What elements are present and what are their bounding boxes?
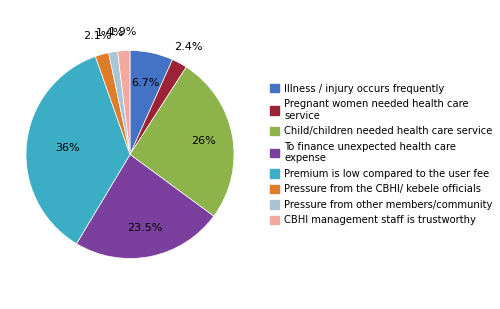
Wedge shape bbox=[96, 53, 130, 154]
Wedge shape bbox=[130, 67, 234, 216]
Legend: Illness / injury occurs frequently, Pregnant women needed health care
service, C: Illness / injury occurs frequently, Preg… bbox=[270, 84, 492, 225]
Text: 1.4%: 1.4% bbox=[96, 28, 124, 38]
Wedge shape bbox=[26, 57, 130, 244]
Text: 36%: 36% bbox=[56, 143, 80, 153]
Wedge shape bbox=[130, 50, 172, 154]
Text: 6.7%: 6.7% bbox=[131, 78, 160, 88]
Text: 26%: 26% bbox=[192, 136, 216, 146]
Wedge shape bbox=[118, 50, 130, 154]
Text: 2.4%: 2.4% bbox=[174, 42, 203, 52]
Text: 1.9%: 1.9% bbox=[108, 27, 137, 37]
Wedge shape bbox=[76, 154, 214, 259]
Wedge shape bbox=[130, 60, 186, 154]
Wedge shape bbox=[108, 51, 130, 154]
Text: 23.5%: 23.5% bbox=[127, 223, 162, 233]
Text: 2.1%: 2.1% bbox=[82, 31, 111, 41]
